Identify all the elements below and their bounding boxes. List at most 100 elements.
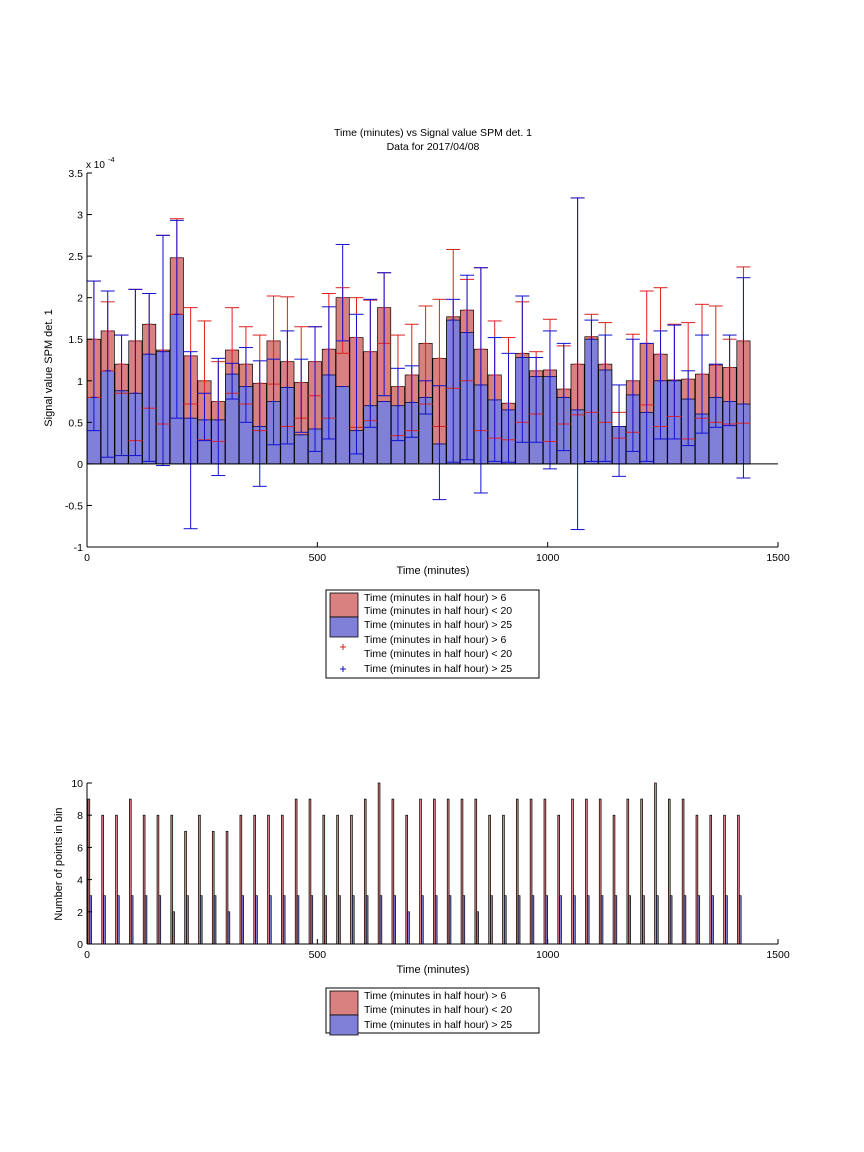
chart2-bar-below-20 bbox=[255, 895, 258, 945]
chart1-bar-below-20 bbox=[377, 401, 392, 465]
chart1-y-tick-label: 3.5 bbox=[68, 168, 83, 180]
chart2-x-axis-label: Time (minutes) bbox=[397, 964, 470, 976]
chart1-errorbar-below-20 bbox=[363, 298, 378, 428]
chart1-axes: 0 500 1000 1500 -1 -0.5 0 0.5 1 1.5 2 2.5 3 3.5 bbox=[65, 168, 790, 564]
chart2-bar-below-20 bbox=[269, 895, 272, 945]
chart2-bar-below-20 bbox=[213, 895, 217, 945]
chart2-bar-below-20 bbox=[600, 895, 604, 945]
chart2-bar-below-20 bbox=[338, 895, 341, 945]
chart1-legend: Time (minutes in half hour) > 6 Time (mi… bbox=[325, 589, 540, 679]
chart1-errorbar-below-20 bbox=[183, 351, 198, 530]
chart1-errorbar-below-20 bbox=[460, 274, 475, 461]
chart2-bar-below-20 bbox=[351, 895, 355, 945]
legend2-entry-2: Time (minutes in half hour) < 20 bbox=[364, 1004, 512, 1016]
chart1-y-tick-label: 3 bbox=[77, 210, 83, 222]
chart1-errorbar-below-20 bbox=[114, 334, 129, 457]
chart2-bar-below-20 bbox=[448, 895, 452, 945]
chart1-errorbar-below-20 bbox=[86, 280, 101, 432]
chart1-errorbar-below-20 bbox=[598, 334, 613, 462]
chart2-bar-below-20 bbox=[130, 895, 134, 945]
chart2-x-tick-label: 1000 bbox=[536, 949, 560, 961]
chart1-errorbar-below-20 bbox=[584, 319, 599, 462]
chart2-y-axis-label: Number of points in bin bbox=[53, 807, 65, 920]
chart2-y-tick-label: 8 bbox=[77, 810, 83, 822]
chart2-legend-box bbox=[325, 987, 540, 1034]
chart2-bar-below-20 bbox=[407, 911, 410, 945]
chart2-bar-below-20 bbox=[614, 895, 618, 945]
chart2-bar-below-20 bbox=[393, 895, 396, 945]
chart2-x-tick-label: 500 bbox=[309, 949, 327, 961]
chart2-bar-below-20 bbox=[199, 895, 203, 945]
chart1-errorbar-below-20 bbox=[308, 326, 323, 452]
chart1-errorbar-below-20 bbox=[280, 330, 295, 445]
chart1-errorbar-below-20 bbox=[225, 362, 240, 400]
legend1-marker-blue-plus bbox=[340, 666, 346, 672]
chart2-bar-below-20 bbox=[559, 895, 562, 945]
chart2-bar-below-20 bbox=[158, 895, 162, 945]
chart2-bar-below-20 bbox=[476, 911, 479, 945]
chart1-title: Time (minutes) vs Signal value SPM det. … bbox=[334, 127, 532, 139]
legend1-marker-red-plus bbox=[340, 644, 346, 650]
legend1-entry-5: Time (minutes in half hour) < 20 bbox=[364, 648, 512, 660]
chart1-errorbar-below-20 bbox=[722, 334, 737, 427]
chart1-errorbar-below-20 bbox=[321, 306, 336, 440]
chart1-errorbar-below-20 bbox=[349, 313, 364, 455]
chart2-bar-below-20 bbox=[89, 895, 92, 945]
chart2-legend: Time (minutes in half hour) > 6 Time (mi… bbox=[325, 987, 540, 1036]
chart2-bar-below-20 bbox=[573, 895, 576, 945]
chart1-errorbar-below-20 bbox=[473, 267, 488, 494]
chart1-errorbar-below-20 bbox=[294, 358, 309, 436]
chart1-errorbar-below-20 bbox=[570, 197, 585, 531]
chart1-errorbar-below-20 bbox=[667, 324, 682, 440]
chart2-bar-below-20 bbox=[545, 895, 549, 945]
chart2-bar-below-20 bbox=[725, 895, 728, 945]
chart1-errorbar-below-20 bbox=[169, 219, 184, 419]
chart2-bar-below-20 bbox=[117, 895, 120, 945]
chart1-errorbar-below-20 bbox=[266, 358, 281, 446]
chart1-errorbar-below-20 bbox=[681, 370, 696, 447]
chart2-bar-below-20 bbox=[186, 895, 189, 945]
chart2-bar-below-20 bbox=[462, 895, 466, 945]
chart1-bar-below-20 bbox=[335, 386, 350, 465]
chart2-bar-below-20 bbox=[296, 895, 300, 945]
chart1-y-tick-label: 1.5 bbox=[68, 334, 83, 346]
chart1-errorbar-below-20 bbox=[625, 338, 640, 452]
chart2-bar-below-20 bbox=[669, 895, 673, 945]
chart1-errorbar-below-20 bbox=[128, 288, 143, 457]
chart2-bar-below-20 bbox=[324, 895, 327, 945]
chart1-errorbar-below-20 bbox=[252, 360, 267, 487]
chart1-bar-below-20 bbox=[294, 434, 309, 465]
chart1-legend-box bbox=[325, 589, 540, 679]
chart1-errorbar-below-20 bbox=[377, 272, 392, 403]
chart2-x-tick-label: 1500 bbox=[766, 949, 790, 961]
chart1-errorbar-below-20 bbox=[515, 295, 530, 443]
chart1-exponent-power: -4 bbox=[108, 155, 115, 164]
signal-chart: Time (minutes) vs Signal value SPM det. … bbox=[43, 127, 790, 679]
chart2-bar-below-20 bbox=[144, 895, 148, 945]
chart1-errorbar-below-20 bbox=[404, 365, 419, 438]
chart2-bar-below-20 bbox=[738, 895, 742, 945]
chart1-errorbar-below-20 bbox=[335, 243, 350, 388]
chart2-bar-below-20 bbox=[628, 895, 631, 945]
chart1-errorbar-below-20 bbox=[238, 347, 253, 423]
legend1-entry-3: Time (minutes in half hour) > 25 bbox=[364, 619, 512, 631]
chart2-x-tick-label: 0 bbox=[84, 949, 90, 961]
chart1-y-tick-label: 0.5 bbox=[68, 417, 83, 429]
chart2-axes: 0 500 1000 1500 0 2 4 6 8 10 bbox=[71, 778, 790, 961]
legend1-entry-6: Time (minutes in half hour) > 25 bbox=[364, 663, 512, 675]
chart2-bars bbox=[87, 782, 742, 945]
chart1-y-tick-label: 1 bbox=[77, 376, 83, 388]
legend1-swatch-below-20 bbox=[329, 616, 359, 638]
chart1-subtitle: Data for 2017/04/08 bbox=[387, 141, 480, 153]
chart1-y-tick-label: 2 bbox=[77, 293, 83, 305]
legend2-swatch-above-6 bbox=[329, 990, 359, 1016]
chart1-bars bbox=[86, 257, 751, 465]
chart2-bar-below-20 bbox=[421, 895, 424, 945]
chart2-bar-below-20 bbox=[172, 911, 175, 945]
chart1-errorbar-below-20 bbox=[612, 384, 627, 477]
chart2-bar-below-20 bbox=[517, 895, 521, 945]
chart2-bar-below-20 bbox=[365, 895, 369, 945]
chart2-bar-below-20 bbox=[379, 895, 383, 945]
chart2-y-tick-label: 0 bbox=[77, 939, 83, 951]
count-chart: 0 500 1000 1500 0 2 4 6 8 10 Time (minutes) Numbe… bbox=[53, 778, 790, 1036]
